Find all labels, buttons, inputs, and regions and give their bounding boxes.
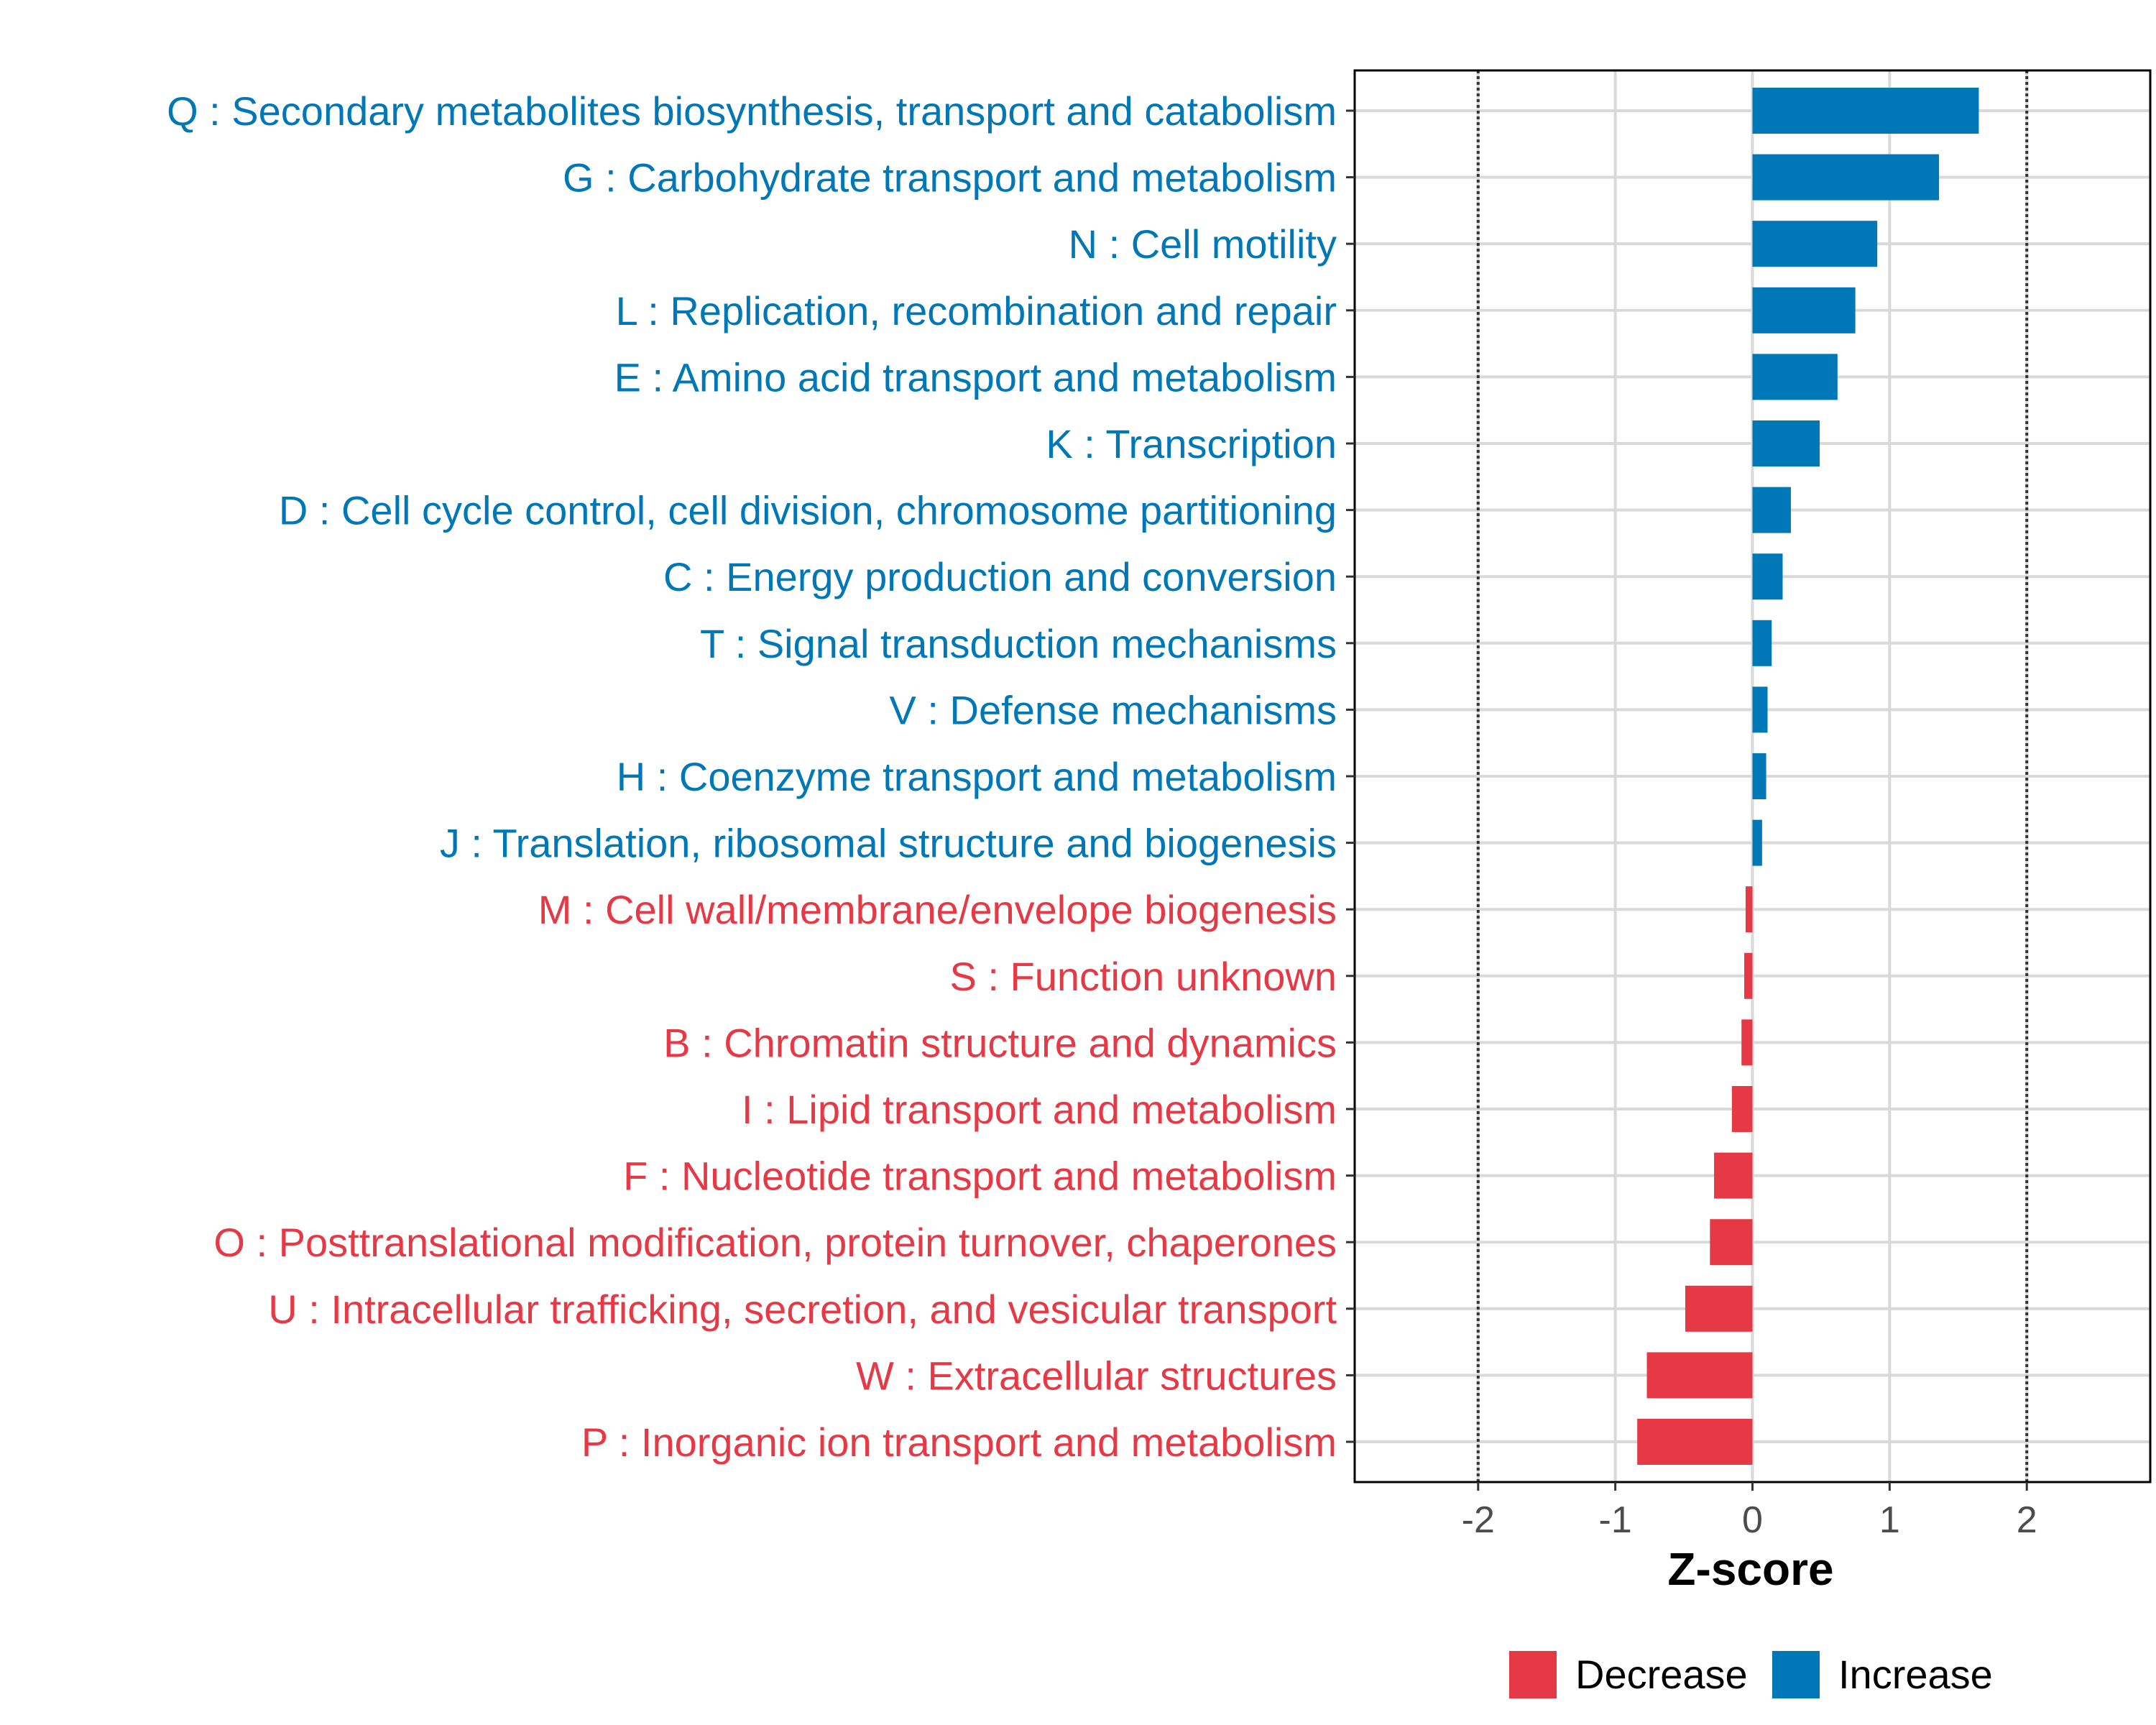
bar <box>1685 1285 1753 1332</box>
y-tick-label: J : Translation, ribosomal structure and… <box>440 821 1337 866</box>
bar <box>1752 287 1856 334</box>
bar <box>1752 686 1768 733</box>
y-tick-label: H : Coenzyme transport and metabolism <box>617 754 1337 799</box>
y-tick-label: U : Intracellular trafficking, secretion… <box>268 1287 1337 1332</box>
legend-label: Increase <box>1838 1652 1993 1697</box>
y-tick-label: T : Signal transduction mechanisms <box>700 621 1337 666</box>
bar <box>1752 620 1772 666</box>
bar <box>1752 553 1783 600</box>
x-tick-label: 2 <box>2017 1499 2037 1541</box>
y-tick-label: C : Energy production and conversion <box>663 554 1337 599</box>
x-tick-label: 1 <box>1879 1499 1900 1541</box>
bar <box>1752 221 1878 267</box>
y-tick-label: K : Transcription <box>1046 421 1337 466</box>
bar <box>1637 1419 1753 1465</box>
bar <box>1752 354 1838 400</box>
legend-swatch <box>1509 1651 1557 1698</box>
y-tick-label: N : Cell motility <box>1069 221 1337 267</box>
y-tick-label: B : Chromatin structure and dynamics <box>663 1020 1337 1065</box>
bar <box>1745 886 1753 933</box>
x-axis: -2 -1 0 1 2 <box>1462 1482 2037 1541</box>
bar <box>1731 1086 1753 1132</box>
y-axis: Q : Secondary metabolites biosynthesis, … <box>167 88 1355 1465</box>
y-tick-label: G : Carbohydrate transport and metabolis… <box>563 155 1337 201</box>
bar <box>1741 1019 1753 1066</box>
bar <box>1646 1352 1753 1399</box>
bars <box>1637 88 1979 1465</box>
legend-label: Decrease <box>1575 1652 1748 1697</box>
y-tick-label: D : Cell cycle control, cell division, c… <box>279 488 1337 533</box>
bar <box>1752 420 1820 466</box>
y-tick-label: S : Function unknown <box>949 954 1337 999</box>
bar <box>1752 88 1979 134</box>
bar <box>1714 1152 1753 1199</box>
bar <box>1744 952 1753 999</box>
y-tick-label: L : Replication, recombination and repai… <box>616 288 1337 334</box>
y-tick-label: W : Extracellular structures <box>856 1353 1337 1398</box>
y-tick-label: E : Amino acid transport and metabolism <box>614 354 1337 400</box>
x-tick-label: -1 <box>1599 1499 1632 1541</box>
y-tick-label: Q : Secondary metabolites biosynthesis, … <box>167 88 1337 134</box>
y-tick-label: P : Inorganic ion transport and metaboli… <box>581 1420 1337 1465</box>
x-tick-label: 0 <box>1742 1499 1763 1541</box>
bar <box>1752 753 1766 799</box>
bar <box>1710 1219 1753 1266</box>
y-tick-label: V : Defense mechanisms <box>890 687 1337 732</box>
bar <box>1752 819 1762 866</box>
x-tick-label: -2 <box>1462 1499 1495 1541</box>
y-tick-label: I : Lipid transport and metabolism <box>742 1087 1337 1132</box>
bar <box>1752 487 1791 533</box>
bar <box>1752 154 1940 201</box>
legend-swatch <box>1772 1651 1820 1698</box>
x-axis-title: Z-score <box>1667 1543 1833 1595</box>
y-tick-label: O : Posttranslational modification, prot… <box>213 1220 1337 1265</box>
y-tick-label: F : Nucleotide transport and metabolism <box>623 1154 1337 1199</box>
legend: Decrease Increase <box>1509 1651 1993 1698</box>
y-tick-label: M : Cell wall/membrane/envelope biogenes… <box>538 887 1337 932</box>
